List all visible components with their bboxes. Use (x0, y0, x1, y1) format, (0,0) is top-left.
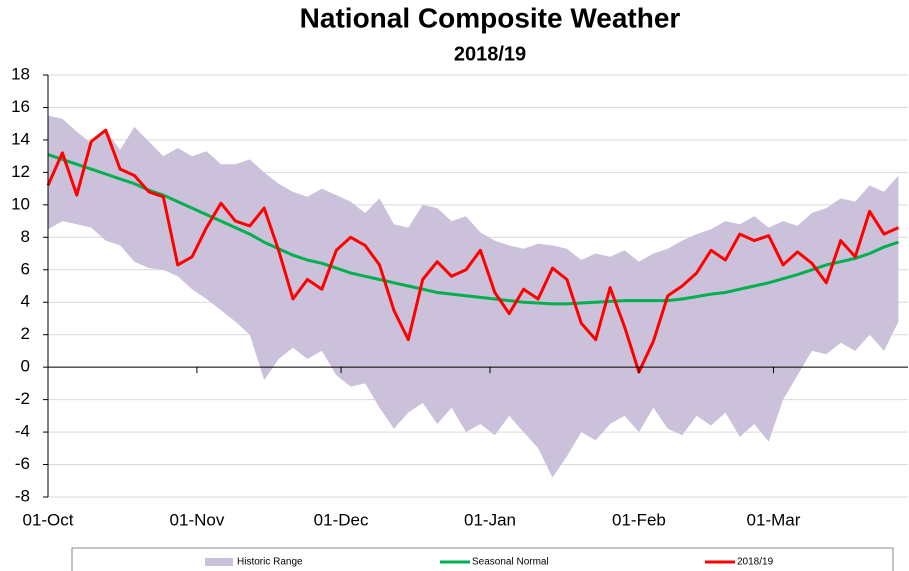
x-tick-label: 01-Oct (22, 510, 73, 529)
y-tick-label: 18 (11, 64, 30, 83)
y-tick-label: -4 (15, 422, 30, 441)
legend-box (71, 547, 894, 571)
y-tick-label: 0 (21, 357, 30, 376)
chart-title: National Composite Weather (300, 2, 681, 33)
x-tick-label: 01-Feb (612, 510, 666, 529)
legend-label: Historic Range (237, 557, 303, 568)
x-tick-label: 01-Jan (464, 510, 516, 529)
y-tick-label: 16 (11, 97, 30, 116)
legend-swatch (205, 558, 233, 566)
y-tick-label: 2 (21, 324, 30, 343)
y-tick-label: -8 (15, 486, 30, 505)
y-tick-label: 14 (11, 129, 30, 148)
line (47, 153, 899, 306)
x-tick-label: 01-Nov (170, 510, 225, 529)
y-tick-label: 12 (11, 162, 30, 181)
chart-subtitle: 2018/19 (454, 43, 526, 65)
y-tick-label: 4 (21, 292, 30, 311)
x-tick-label: 01-Mar (747, 510, 801, 529)
y-tick-label: -2 (15, 389, 30, 408)
y-tick-label: -6 (15, 454, 30, 473)
y-tick-label: 8 (21, 227, 30, 246)
y-tick-label: 6 (21, 259, 30, 278)
legend-label: 2018/19 (737, 557, 774, 568)
line (46, 128, 900, 374)
x-tick-label: 01-Dec (314, 510, 369, 529)
y-tick-label: 10 (11, 194, 30, 213)
legend-label: Seasonal Normal (472, 557, 549, 568)
